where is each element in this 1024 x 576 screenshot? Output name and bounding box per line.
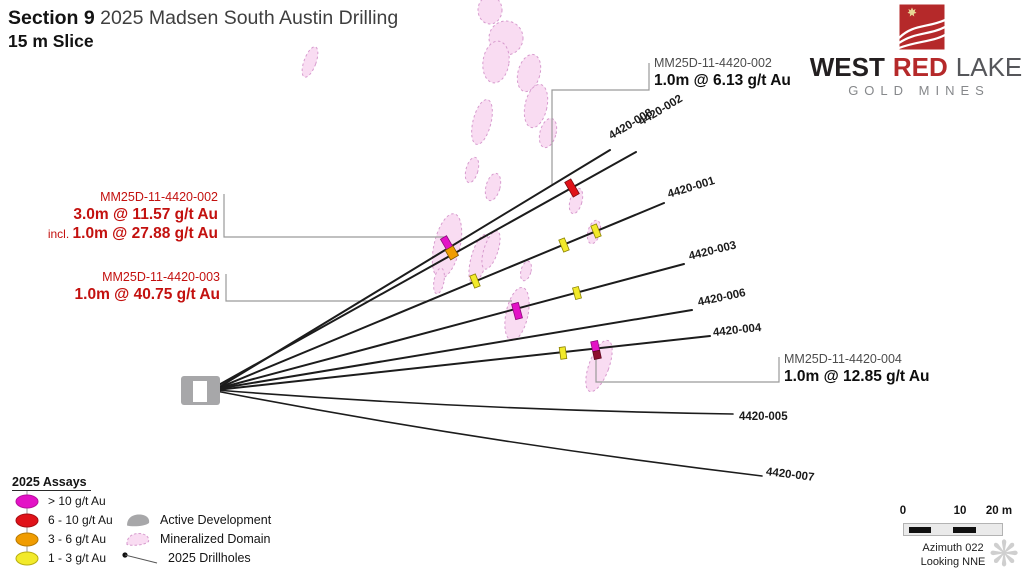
scalebar-segment <box>953 526 976 533</box>
legend-item-6-10: 6 - 10 g/t Au <box>14 512 113 529</box>
annotation-hole-id: MM25D-11-4420-004 <box>784 352 902 366</box>
legend-label: Active Development <box>160 513 272 527</box>
title-section: Section 9 <box>8 7 95 29</box>
active-development-shape <box>181 376 220 405</box>
title-rest: 2025 Madsen South Austin Drilling <box>94 7 399 29</box>
annotation-result: 3.0m @ 11.57 g/t Au <box>73 206 218 223</box>
annotation-result-incl: incl. 1.0m @ 27.88 g/t Au <box>40 224 218 244</box>
assay-puck-3-6-icon <box>15 532 39 547</box>
logo-word-west: WEST <box>809 52 885 82</box>
annotation-leaders <box>223 63 780 383</box>
scalebar-segment <box>909 526 931 533</box>
annotation-hole-id: MM25D-11-4420-003 <box>102 270 220 284</box>
assay-marker-gt10 <box>511 301 523 321</box>
annotation-result: 1.0m @ 27.88 g/t Au <box>72 225 218 242</box>
scalebar-tick-0: 0 <box>899 505 907 517</box>
scalebar-tick-10: 10 <box>953 505 967 517</box>
legend-label: 2025 Drillholes <box>168 550 251 565</box>
active-development-icon <box>127 514 150 527</box>
legend-label: 6 - 10 g/t Au <box>48 513 113 527</box>
legend-item-gt10: > 10 g/t Au <box>14 493 106 510</box>
page-title: Section 9 2025 Madsen South Austin Drill… <box>8 6 398 52</box>
drillhole-traces <box>214 149 763 477</box>
annotation-top: MM25D-11-4420-002 1.0m @ 6.13 g/t Au <box>654 56 791 90</box>
assay-puck-6-10-icon <box>15 513 39 528</box>
assay-marker-gt10 <box>590 339 602 361</box>
drillhole-trace-icon <box>122 552 158 564</box>
annotation-left-002: MM25D-11-4420-002 3.0m @ 11.57 g/t Au in… <box>40 190 218 244</box>
title-slice: 15 m Slice <box>8 31 94 51</box>
logo-word-lake: LAKE <box>955 52 1023 82</box>
assay-marker-1-3 <box>558 346 568 360</box>
looking-label: Looking NNE <box>920 556 986 568</box>
assay-marker-1-3 <box>558 237 570 253</box>
incl-prefix: incl. <box>47 227 73 241</box>
assay-marker-gt10-and-3-6 <box>439 235 460 261</box>
annotation-result: 1.0m @ 6.13 g/t Au <box>654 72 791 89</box>
annotation-right-004: MM25D-11-4420-004 1.0m @ 12.85 g/t Au <box>784 352 929 386</box>
annotation-hole-id: MM25D-11-4420-002 <box>654 56 772 70</box>
legend-title: 2025 Assays <box>12 475 91 491</box>
legend-label: 1 - 3 g/t Au <box>48 551 107 565</box>
annotation-result: 1.0m @ 12.85 g/t Au <box>784 368 930 385</box>
maple-leaf-icon <box>907 7 917 17</box>
legend-item-3-6: 3 - 6 g/t Au <box>14 531 106 548</box>
assay-puck-1-3-icon <box>15 551 39 566</box>
assay-marker-1-3 <box>572 285 582 301</box>
legend-item-mineralized-domain: Mineralized Domain <box>126 531 270 548</box>
annotation-result: 1.0m @ 40.75 g/t Au <box>74 286 220 303</box>
annotation-hole-id: MM25D-11-4420-002 <box>100 190 218 204</box>
assay-marker-6-10 <box>564 178 580 198</box>
logo-subtitle: GOLD MINES <box>848 83 990 98</box>
azimuth-label: Azimuth 022 <box>922 542 984 554</box>
hole-label-4420-005: 4420-005 <box>739 411 788 423</box>
compass-rose-icon: ❋ <box>989 533 1020 574</box>
annotation-left-003: MM25D-11-4420-003 1.0m @ 40.75 g/t Au <box>40 270 220 304</box>
scalebar <box>903 523 1003 536</box>
logo-word-red: RED <box>892 52 948 82</box>
legend-label: > 10 g/t Au <box>48 494 106 508</box>
wave-lines-icon <box>899 18 945 50</box>
legend-label: 3 - 6 g/t Au <box>48 532 107 546</box>
legend-label: Mineralized Domain <box>160 532 271 546</box>
assay-markers <box>439 178 602 361</box>
assay-puck-gt10-icon <box>15 494 39 509</box>
legend-item-1-3: 1 - 3 g/t Au <box>14 550 106 567</box>
company-logo: WEST RED LAKE GOLD MINES <box>810 2 1022 98</box>
scalebar-tick-20m: 20 m <box>985 505 1013 517</box>
mineralized-domain-icon <box>126 532 150 546</box>
legend-item-active-development: Active Development <box>126 512 271 529</box>
logo-mark-icon <box>899 4 945 50</box>
assay-marker-1-3 <box>590 223 602 239</box>
assay-marker-1-3 <box>469 273 481 289</box>
legend-item-drillholes: 2025 Drillholes <box>120 549 251 567</box>
